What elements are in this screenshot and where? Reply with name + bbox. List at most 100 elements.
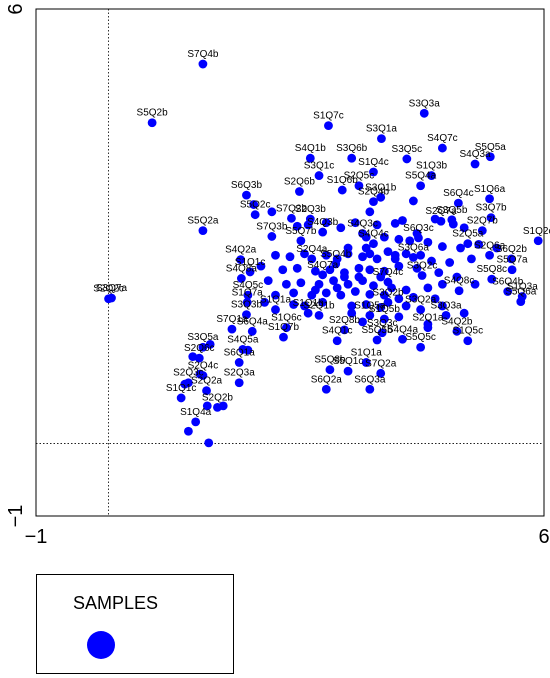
point-label-s1q5b: S1Q5b [369,304,401,315]
point-label-s7q2a: S7Q2a [365,358,397,369]
point-label-s5q5a: S5Q5a [475,142,507,153]
data-point-s5q2a [198,226,208,236]
data-point-s2q4c [198,371,208,380]
data-point-unlabeled [292,221,302,231]
point-label-s7q4c: S7Q4c [373,267,404,278]
point-label-s3q6b: S3Q6b [336,143,368,154]
data-point-unlabeled [390,218,400,228]
data-point-unlabeled [492,243,502,253]
point-label-s5q2a: S5Q2a [187,216,219,227]
data-point-s3q6b [347,153,357,163]
point-label-s7q2b: S7Q2b [276,203,308,214]
data-point-s1q6b [337,185,347,195]
data-point-s1q5b [379,314,389,324]
point-label-s2q3b: S2Q3b [295,204,327,215]
point-label-s3q2a: S3Q2a [405,295,437,306]
data-point-unlabeled [379,232,389,242]
data-point-s4q4a [398,334,407,344]
data-point-s5q5a [485,152,495,162]
data-point-s6q3b [242,190,251,200]
data-point-s4q1b [305,153,315,163]
point-label-s2q6c: S2Q6c [184,343,215,354]
data-point-unlabeled [343,279,353,289]
data-point-unlabeled [343,243,353,253]
data-point-s3q1a [377,134,386,144]
point-label-s2q8b: S2Q8b [329,315,361,326]
data-point-s4q2b [452,326,462,336]
point-label-s1q1a: S1Q1a [260,295,292,306]
data-point-unlabeled [289,300,299,309]
point-label-s1q6b: S1Q6b [327,175,359,186]
point-label-s2q4c: S2Q4c [188,360,219,371]
point-label-s5q4b: S5Q4b [320,249,352,260]
data-point-s2q3a [234,378,244,388]
data-point-unlabeled [281,279,291,289]
data-point-unlabeled [340,272,349,282]
point-label-s4q1b: S4Q1b [295,143,327,154]
data-point-unlabeled [325,265,335,275]
data-point-s1q3b [427,171,436,180]
data-point-s5q5c [416,342,426,352]
x-tick-label: 6 [538,526,549,548]
data-point-s2q4b [369,197,378,207]
data-point-unlabeled [249,200,259,209]
data-point-s5q6a [516,297,526,307]
point-label-s3q1b: S3Q1b [365,182,397,193]
data-point-unlabeled [412,263,422,273]
point-label-s1q1c: S1Q1c [166,383,197,394]
data-point-unlabeled [332,283,342,293]
data-point-unlabeled [398,216,407,225]
data-point-unlabeled [202,401,212,411]
point-label-s2q1a: S2Q1a [412,313,444,324]
point-label-s4q5c: S4Q5c [233,280,264,291]
data-point-s1q1c [176,393,186,403]
point-label-s6q3a: S6Q3a [354,374,386,385]
point-label-s4q2b: S4Q2b [441,316,473,327]
data-point-unlabeled [267,207,277,217]
data-point-s3q2c [417,271,427,280]
data-point-s5q2b [147,118,157,128]
data-point-unlabeled [260,297,269,307]
data-point-s5q8b [325,365,335,375]
point-label-s5q1c: S5Q1c [333,356,364,367]
point-label-s4q5a: S4Q5a [227,334,259,345]
point-label-s2q5c: S2Q5c [344,171,375,182]
point-label-s2q7a: S2Q7a [425,206,457,217]
data-point-s3q2b [383,297,393,307]
y-tick-label: −1 [5,505,27,528]
point-label-s2q2b: S2Q2b [202,392,234,403]
x-tick-label: −1 [25,526,48,548]
data-point-s6q3a [365,384,375,394]
point-label-s6q2b: S6Q2b [496,244,528,255]
data-point-s3q7a [107,293,116,303]
data-point-s2q7b [477,226,487,236]
data-point-unlabeled [289,288,299,298]
data-point-unlabeled [365,265,375,275]
data-point-s1q5a [365,310,375,320]
data-point-s4q5c [243,290,253,300]
data-point-s4q2a [236,255,246,265]
data-point-unlabeled [296,278,306,288]
data-point-unlabeled [394,294,404,304]
point-label-s5q5b: S5Q5b [362,325,394,336]
data-point-unlabeled [292,263,302,273]
data-point-s5q7b [296,236,306,246]
data-point-unlabeled [350,287,360,296]
data-point-s6q2a [321,384,331,394]
data-point-s3q3a [441,310,451,320]
data-point-s4q7a [318,270,328,280]
data-point-unlabeled [394,234,404,244]
data-point-unlabeled [430,294,440,304]
data-point-unlabeled [474,239,484,249]
point-label-s1q3a: S1Q3a [507,282,539,293]
point-label-s1q5c: S1Q5c [453,326,484,337]
data-point-s3q1b [376,192,386,202]
data-point-unlabeled [278,265,288,275]
data-point-s4q8a [236,274,246,283]
point-label-s5q5c: S5Q5c [405,332,436,343]
data-point-unlabeled [390,254,400,264]
point-label-s3q3b: S3Q3b [231,300,263,311]
data-point-unlabeled [336,290,346,300]
point-label-s2q2c: S2Q2c [93,284,124,295]
